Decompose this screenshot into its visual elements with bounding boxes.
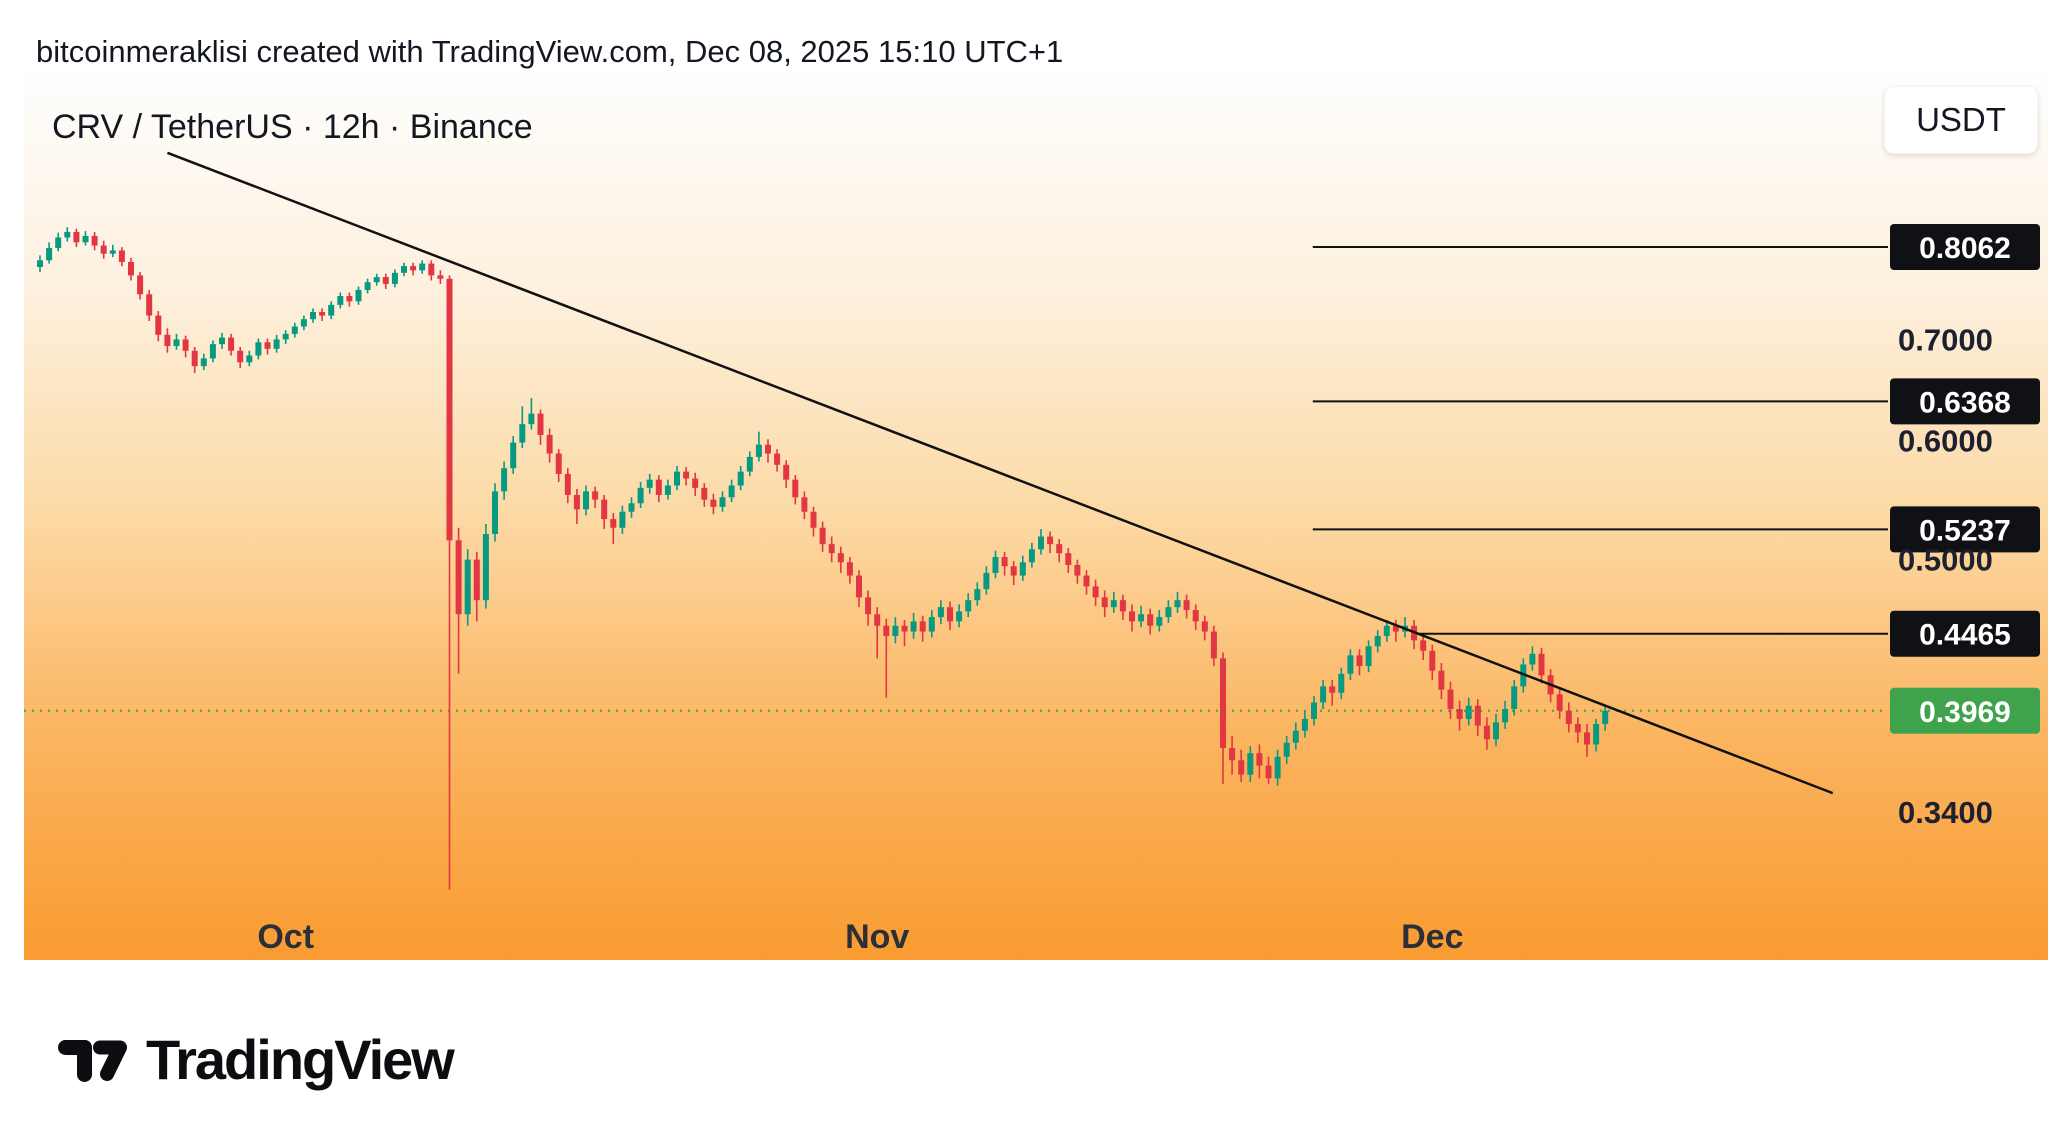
- current-price-label-text: 0.3969: [1919, 696, 2011, 729]
- price-level-label-text: 0.6368: [1919, 386, 2011, 419]
- price-level-label: [1890, 610, 2040, 657]
- currency-toggle-button[interactable]: USDT: [1884, 86, 2038, 154]
- price-axis-label: 0.6000: [1898, 423, 1993, 458]
- tradingview-wordmark: TradingView: [146, 1028, 455, 1091]
- tradingview-logo[interactable]: TradingView: [52, 1022, 455, 1098]
- price-level-label-text: 0.8062: [1919, 232, 2011, 265]
- descending-trendline: [166, 151, 1834, 795]
- chart-background: [24, 73, 2048, 960]
- price-level-label: [1890, 224, 2040, 270]
- price-axis-label: 0.3400: [1898, 795, 1993, 830]
- footer-bar: [0, 960, 2048, 1123]
- price-axis-label: 0.7000: [1898, 322, 1993, 357]
- price-axis-label: 0.5000: [1898, 543, 1993, 578]
- price-level-label-text: 0.5237: [1919, 514, 2011, 547]
- price-axis[interactable]: 0.8062 0.6368 0.5237 0.4465 0.7000 0.6000 0.50…: [1890, 224, 2040, 830]
- x-axis-month-label: Nov: [845, 918, 909, 956]
- tradingview-logo-icon: [58, 1040, 127, 1082]
- candles: [37, 227, 1609, 890]
- attribution-text: bitcoinmeraklisi created with TradingVie…: [36, 34, 1064, 69]
- price-level-label: [1890, 378, 2040, 425]
- x-axis-month-label: Dec: [1401, 918, 1463, 956]
- price-level-label: [1890, 506, 2040, 553]
- x-axis-month-label: Oct: [257, 918, 314, 956]
- current-price-label: [1890, 687, 2040, 734]
- price-level-label-text: 0.4465: [1919, 619, 2011, 652]
- symbol-title: CRV / TetherUS · 12h · Binance: [52, 108, 533, 146]
